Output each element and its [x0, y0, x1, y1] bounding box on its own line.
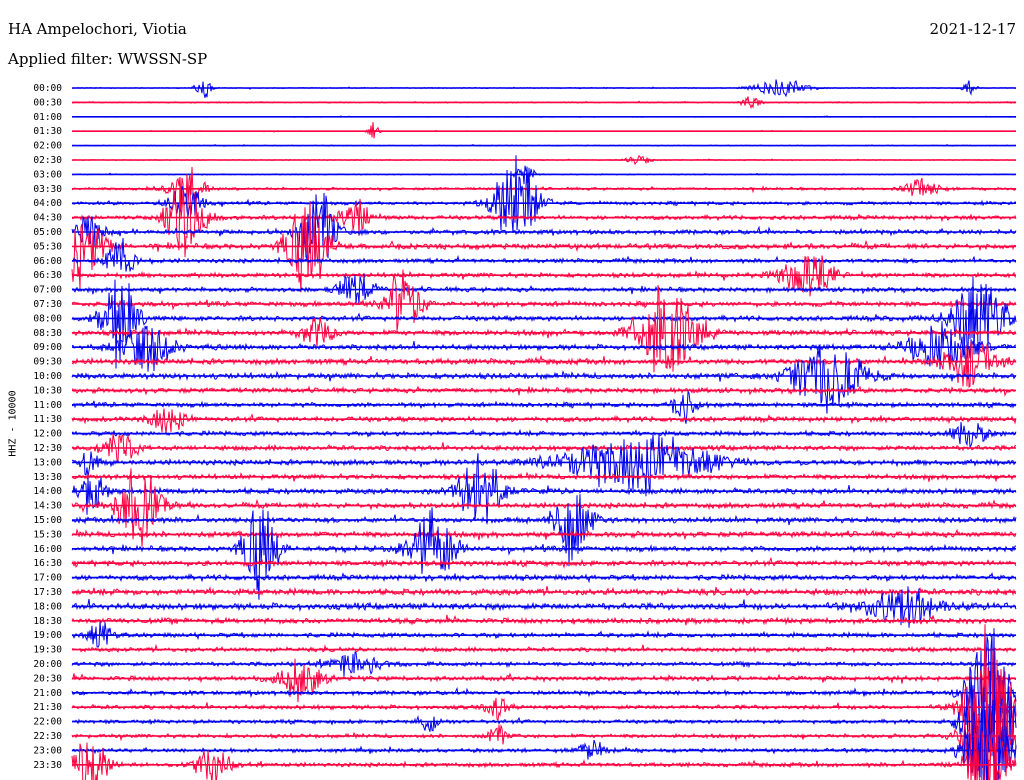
- time-label: 10:00: [33, 371, 62, 382]
- trace-line: [71, 730, 1017, 780]
- time-label: 02:00: [33, 141, 62, 152]
- station-title: HA Ampelochori, Viotia: [8, 20, 187, 38]
- time-label: 21:30: [33, 702, 62, 713]
- time-label: 20:30: [33, 673, 62, 684]
- filter-label: Applied filter: WWSSN-SP: [8, 50, 208, 68]
- time-label: 08:00: [33, 313, 62, 324]
- time-label: 16:00: [33, 544, 62, 555]
- time-label: 09:00: [33, 342, 62, 353]
- time-label: 17:30: [33, 587, 62, 598]
- time-label: 00:30: [33, 97, 62, 108]
- time-label: 03:30: [33, 184, 62, 195]
- time-label: 11:00: [33, 400, 62, 411]
- time-label: 12:00: [33, 429, 62, 440]
- time-label: 02:30: [33, 155, 62, 166]
- time-label: 06:00: [33, 256, 62, 267]
- time-label: 22:00: [33, 717, 62, 728]
- time-label: 01:00: [33, 112, 62, 123]
- time-label: 15:30: [33, 529, 62, 540]
- time-label: 23:00: [33, 745, 62, 756]
- time-label: 17:00: [33, 573, 62, 584]
- date-label: 2021-12-17: [929, 20, 1016, 38]
- trace-line: [71, 344, 1017, 414]
- time-label: 09:30: [33, 357, 62, 368]
- trace-line: [71, 121, 1017, 139]
- time-label: 14:00: [33, 486, 62, 497]
- trace-line: [71, 643, 1017, 654]
- trace-line: [71, 237, 1017, 272]
- trace-line: [71, 468, 1017, 547]
- time-label: 10:30: [33, 385, 62, 396]
- time-label: 18:00: [33, 601, 62, 612]
- time-label: 14:30: [33, 501, 62, 512]
- time-label: 07:00: [33, 285, 62, 296]
- time-label: 07:30: [33, 299, 62, 310]
- time-label: 08:30: [33, 328, 62, 339]
- time-label: 19:30: [33, 645, 62, 656]
- time-label: 18:30: [33, 616, 62, 627]
- time-label: 22:30: [33, 731, 62, 742]
- time-label: 00:00: [33, 83, 62, 94]
- trace-line: [71, 408, 1017, 434]
- time-label: 04:00: [33, 198, 62, 209]
- time-label: 16:30: [33, 558, 62, 569]
- trace-line: [71, 585, 1017, 597]
- time-label: 13:30: [33, 472, 62, 483]
- time-label: 15:00: [33, 515, 62, 526]
- trace-line: [71, 284, 1017, 373]
- trace-line: [71, 434, 1017, 497]
- trace-line: [71, 651, 1017, 780]
- time-label: 01:30: [33, 126, 62, 137]
- time-label: 11:30: [33, 414, 62, 425]
- time-label: 04:30: [33, 213, 62, 224]
- trace-line: [71, 269, 1017, 331]
- time-label: 19:00: [33, 630, 62, 641]
- trace-line: [71, 321, 1017, 372]
- time-label: 05:00: [33, 227, 62, 238]
- time-label: 23:30: [33, 760, 62, 771]
- time-label: 13:00: [33, 457, 62, 468]
- trace-line: [71, 421, 1017, 449]
- time-label: 20:00: [33, 659, 62, 670]
- time-label: 21:00: [33, 688, 62, 699]
- time-label: 03:00: [33, 169, 62, 180]
- time-label: 05:30: [33, 241, 62, 252]
- trace-line: [71, 155, 1017, 234]
- time-label: 06:30: [33, 270, 62, 281]
- time-label: 12:30: [33, 443, 62, 454]
